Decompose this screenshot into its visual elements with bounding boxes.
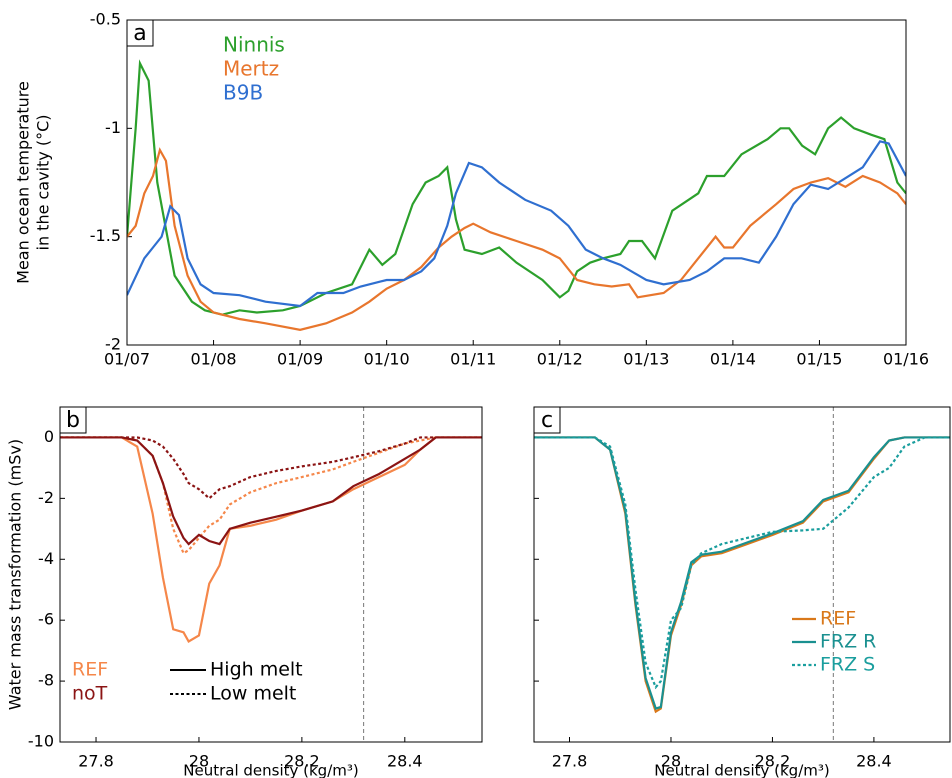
x-tick-label: 01/13 [623,350,669,369]
panel-label-box [59,406,87,434]
legend-label: FRZ S [820,654,875,676]
panel: 27.8 28 28.2 28.4 c Neutral density (kg/m³) RE… [533,406,951,778]
panel: -10 -8 -6 -4 -2 0 27.8 28 28.2 28.4 b Water mass tr… [6,406,483,778]
series-line [534,436,950,690]
x-tick-label: 01/11 [450,350,496,369]
legend-label: Ninnis [223,33,285,57]
x-tick-label: 28 [661,752,681,771]
y-axis-label: Water mass transformation (mSv) [6,439,25,710]
x-tick-label: 28 [189,752,209,771]
x-axis-label: Neutral density (kg/m³) [183,762,359,778]
series-line [127,147,906,331]
panel: -2 -1.5 -1 -0.5 01/07 01/08 01/09 01/10 01/11 01/… [14,10,930,369]
x-tick-label: 01/08 [191,350,237,369]
x-tick-label: 01/07 [104,350,150,369]
series-line [534,436,950,710]
y-tick-label: 0 [44,427,54,446]
legend-label: REF [820,608,856,630]
legend-label: FRZ R [820,631,876,653]
y-tick-label: -2 [38,488,54,507]
x-tick-label: 28.2 [755,752,791,771]
panel-label-box [533,406,561,434]
x-tick-label: 01/14 [710,350,756,369]
series-line [60,436,482,500]
legend-label: B9B [223,81,263,105]
x-tick-label: 28.4 [856,752,892,771]
x-tick-label: 27.8 [78,752,114,771]
y-tick-label: -6 [38,610,54,629]
series-line [127,59,906,316]
panel-label: c [541,408,553,433]
x-tick-label: 27.8 [552,752,588,771]
legend-label: Mertz [223,57,279,81]
panel-label: a [133,21,146,46]
legend-label: High melt [210,659,303,681]
y-tick-label: -8 [38,671,54,690]
y-axis-label: in the cavity (°C) [34,114,53,250]
legend-label: Low melt [210,683,296,705]
x-tick-label: 01/10 [364,350,410,369]
legend-label: REF [72,659,108,681]
y-tick-label: -4 [38,549,54,568]
x-axis-label: Neutral density (kg/m³) [654,762,830,778]
series-line [534,436,950,714]
legend-label: noT [72,683,108,705]
y-axis-label: Mean ocean temperature [14,81,33,284]
series-line [60,436,482,555]
plot-frame [126,19,907,346]
x-tick-label: 01/15 [796,350,842,369]
y-tick-label: -0.5 [90,10,121,29]
x-tick-label: 28.2 [284,752,320,771]
plot-frame [59,406,483,743]
series-line [60,436,482,644]
y-tick-label: -10 [28,732,54,751]
series-line [60,436,482,546]
plot-frame [533,406,951,743]
series-line [127,140,906,308]
x-tick-label: 28.4 [387,752,423,771]
x-tick-label: 01/16 [883,350,929,369]
y-tick-label: -2 [105,335,121,354]
panel-label-box [126,19,154,47]
x-tick-label: 01/12 [537,350,583,369]
x-tick-label: 01/09 [277,350,323,369]
panel-label: b [66,408,80,433]
y-tick-label: -1.5 [90,226,121,245]
y-tick-label: -1 [105,118,121,137]
